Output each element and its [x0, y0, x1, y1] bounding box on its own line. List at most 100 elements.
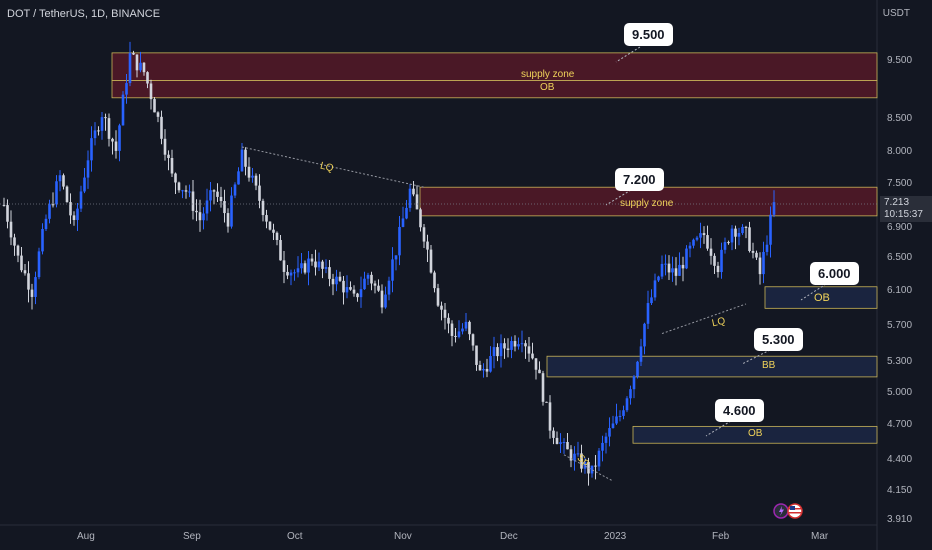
candle-body — [503, 343, 506, 349]
candle-body — [653, 280, 657, 298]
candle-body — [76, 208, 79, 220]
candle-body — [723, 242, 727, 250]
flag-stripe — [789, 512, 801, 514]
callout-4600[interactable]: 4.600 — [717, 401, 762, 420]
candle-body — [163, 138, 167, 155]
candle-body — [198, 212, 202, 221]
candle-body — [461, 328, 464, 332]
candle-body — [538, 369, 541, 374]
candle-body — [338, 276, 342, 281]
candle-body — [755, 252, 758, 258]
candle-body — [517, 344, 520, 347]
candle-body — [601, 442, 604, 451]
candle-body — [678, 264, 681, 276]
candle-body — [737, 233, 741, 237]
candle-body — [520, 343, 524, 345]
candle-body — [174, 173, 177, 183]
candle-body — [279, 239, 282, 261]
candle-body — [692, 239, 695, 246]
candle-body — [177, 182, 181, 191]
candle-body — [464, 321, 468, 329]
candle-body — [310, 258, 314, 262]
candle-body — [457, 331, 461, 337]
candle-body — [709, 248, 713, 256]
candle-body — [230, 195, 233, 227]
callout-9500[interactable]: 9.500 — [626, 25, 671, 44]
y-tick-7500: 7.500 — [887, 178, 913, 189]
candle-body — [688, 245, 692, 249]
candle-body — [167, 154, 170, 159]
candle-body — [415, 194, 419, 210]
candle-body — [699, 233, 702, 238]
callout-6000[interactable]: 6.000 — [812, 264, 857, 283]
event-icons[interactable] — [773, 502, 807, 520]
flag-canton — [790, 506, 795, 510]
current-price: 7.213 — [884, 197, 910, 208]
candle-body — [380, 290, 384, 308]
candle-body — [734, 228, 737, 237]
candle-body — [769, 214, 772, 245]
candle-body — [2, 204, 6, 206]
candle-body — [51, 204, 55, 206]
candle-body — [293, 272, 296, 274]
candle-body — [97, 130, 100, 132]
candle-body — [331, 278, 335, 285]
candle-body — [27, 273, 30, 290]
candle-body — [713, 255, 716, 266]
candle-body — [443, 309, 447, 318]
candle-body — [485, 368, 489, 372]
candle-body — [282, 260, 286, 272]
candle-body — [580, 453, 583, 469]
y-tick-8000: 8.000 — [887, 146, 913, 157]
candle-body — [534, 358, 538, 370]
candle-body — [90, 138, 93, 161]
callout-pointer — [615, 46, 641, 63]
x-tick-nov: Nov — [394, 531, 412, 542]
candle-body — [681, 264, 685, 269]
y-tick-5700: 5.700 — [887, 320, 913, 331]
candle-body — [363, 278, 366, 290]
candle-body — [317, 261, 321, 268]
candle-body — [160, 116, 163, 139]
candle-body — [170, 158, 174, 174]
y-tick-8500: 8.500 — [887, 113, 913, 124]
candle-body — [604, 436, 608, 443]
candle-body — [146, 72, 149, 84]
candle-body — [597, 450, 601, 467]
candle-body — [132, 53, 135, 55]
candle-body — [93, 130, 97, 139]
candle-body — [506, 348, 510, 350]
candle-body — [44, 218, 48, 230]
candle-body — [541, 373, 545, 402]
candle-body — [359, 289, 363, 298]
ob-zone-bottom — [632, 425, 878, 444]
callout-7200[interactable]: 7.200 — [617, 170, 662, 189]
x-tick-feb: Feb — [712, 531, 730, 542]
y-tick-6900: 6.900 — [887, 222, 913, 233]
candle-body — [209, 190, 212, 201]
x-tick-aug: Aug — [77, 531, 95, 542]
candle-body — [125, 83, 128, 95]
candle-body — [216, 191, 219, 197]
candle-body — [370, 274, 373, 284]
candle-body — [268, 221, 272, 230]
y-tick-5300: 5.300 — [887, 356, 913, 367]
candle-body — [111, 138, 114, 142]
ob-right-label: OB — [814, 292, 830, 304]
y-tick-5000: 5.000 — [887, 387, 913, 398]
candle-body — [83, 177, 86, 192]
candle-body — [55, 181, 58, 205]
candle-body — [139, 62, 142, 71]
y-tick-6100: 6.100 — [887, 285, 913, 296]
supply-zone-mid-label: supply zone — [620, 198, 674, 209]
candle-body — [471, 334, 475, 346]
candle-body — [562, 442, 566, 444]
candle-body — [527, 346, 531, 354]
candle-body — [674, 268, 678, 276]
candle-body — [643, 323, 646, 347]
candle-body — [569, 449, 573, 461]
candle-body — [20, 255, 23, 271]
callout-5300[interactable]: 5.300 — [756, 330, 801, 349]
